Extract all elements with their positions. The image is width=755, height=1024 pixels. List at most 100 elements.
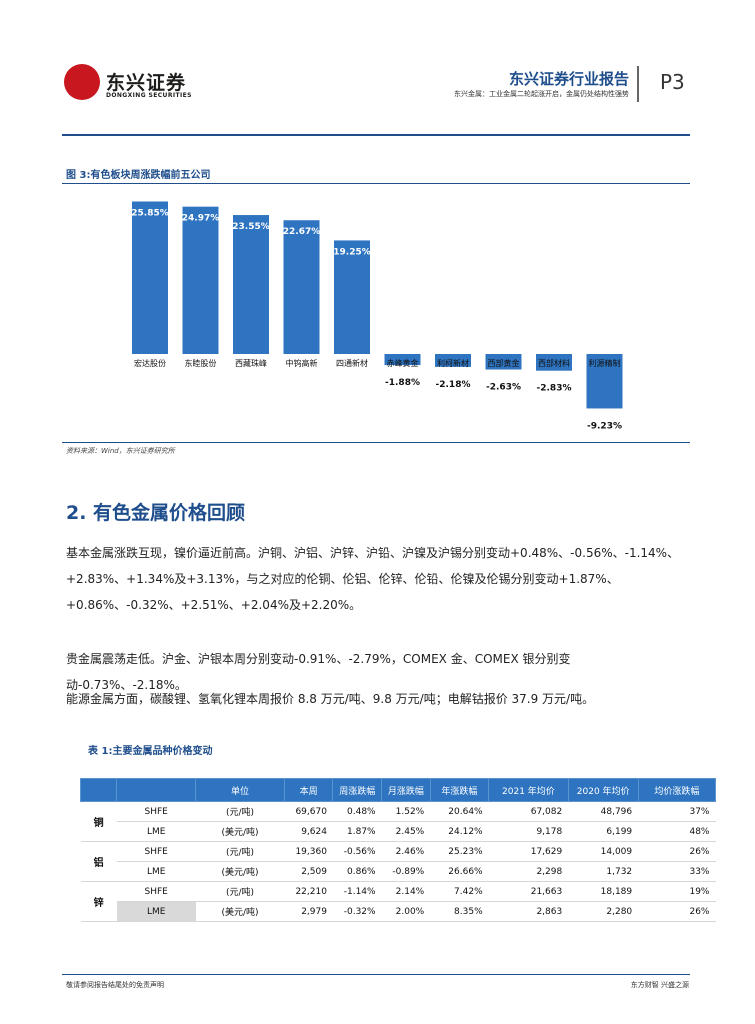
category-label: 赤峰黄金 — [387, 358, 419, 368]
data-label: 23.55% — [232, 222, 270, 232]
report-subtitle: 东兴金属：工业金属二轮起涨开启，金属仍处结构性强势 — [454, 90, 629, 98]
data-label: -2.18% — [436, 380, 471, 390]
data-label: 22.67% — [283, 227, 321, 237]
paragraph-base-metals: 基本金属涨跌互现，镍价逼近前高。沪铜、沪铝、沪锌、沪铅、沪镍及沪锡分别变动+0.… — [66, 546, 680, 612]
table-cell: 17,629 — [488, 841, 569, 862]
table-cell: 19% — [638, 881, 716, 902]
data-label: 25.85% — [131, 208, 169, 218]
table-cell: 1.87% — [332, 821, 382, 842]
header-monthly-change: 月涨跌幅 — [381, 778, 431, 802]
table-cell: LME — [116, 861, 196, 882]
header-2021-avg: 2021 年均价 — [488, 778, 569, 802]
table-cell: -0.32% — [332, 901, 382, 922]
bar — [536, 354, 572, 371]
figure-title: 图 3:有色板块周涨跌幅前五公司 — [66, 170, 211, 181]
metal-label: 锌 — [80, 881, 117, 922]
category-label: 东睦股份 — [185, 358, 217, 368]
table-cell: 21,663 — [488, 881, 569, 902]
table-cell: 67,082 — [488, 801, 569, 822]
bar — [334, 240, 370, 354]
table-row: 铜 SHFE (元/吨) 69,670 0.48% 1.52% 20.64% 67,082 48… — [80, 801, 716, 842]
figure-top-rule — [62, 183, 690, 184]
data-label: -9.23% — [587, 421, 622, 431]
table-cell: LME — [116, 821, 196, 842]
header-unit: 单位 — [195, 778, 285, 802]
header-blank — [116, 778, 197, 802]
table-cell: 14,009 — [568, 841, 639, 862]
paragraph-precious-metals: 贵金属震荡走低。沪金、沪银本周分别变动-0.91%、-2.79%，COMEX 金… — [66, 652, 571, 692]
bar — [283, 220, 320, 354]
table-cell: 6,199 — [568, 821, 639, 842]
data-label: 19.25% — [333, 247, 371, 257]
table-cell: 19,360 — [284, 841, 333, 862]
table-cell: 2,509 — [284, 861, 333, 882]
category-label: 西部黄金 — [488, 358, 520, 368]
table-cell: 0.86% — [332, 861, 382, 882]
table-cell: SHFE — [116, 881, 196, 902]
table-cell: 18,189 — [568, 881, 639, 902]
bar-chart: 25.85% 宏达股份 24.97% 东睦股份 23.55% 西藏珠峰 22.67% 中钨高新… — [131, 201, 623, 431]
table-cell: SHFE — [116, 801, 196, 822]
table-cell: 9,178 — [488, 821, 569, 842]
price-table: 单位 本周 周涨跌幅 月涨跌幅 年涨跌幅 2021 年均价 2020 年均价 均… — [79, 778, 717, 922]
category-label: 西藏珠峰 — [235, 358, 267, 368]
header-avg-change: 均价涨跌幅 — [637, 778, 717, 802]
page-number: P3 — [660, 70, 685, 94]
table-cell: 2,280 — [568, 901, 639, 922]
footer-rule — [62, 974, 690, 975]
table-row: 锌 SHFE (元/吨) 22,210 -1.14% 2.14% 7.42% 21,663 18… — [80, 881, 716, 922]
table-title: 表 1:主要金属品种价格变动 — [88, 746, 213, 757]
table-cell: -0.89% — [381, 861, 431, 882]
header-blank — [79, 778, 118, 802]
data-label: -2.63% — [486, 383, 521, 393]
table-cell: 0.48% — [332, 801, 382, 822]
footer-disclaimer: 敬请参阅报告结尾处的免责声明 — [66, 981, 164, 989]
logo-text: 东兴证券 — [106, 72, 187, 94]
logo-subtext: DONGXING SECURITIES — [106, 92, 192, 99]
table-cell: -0.56% — [332, 841, 382, 862]
table-cell: (元/吨) — [195, 881, 285, 902]
category-label: 中钨高新 — [286, 358, 318, 368]
table-cell: 33% — [638, 861, 716, 882]
table-cell: 2.00% — [381, 901, 431, 922]
logo-icon — [64, 64, 100, 100]
header-divider — [637, 66, 639, 102]
bar — [435, 354, 471, 367]
figure-source: 资料来源：Wind，东兴证券研究所 — [66, 447, 175, 455]
table-cell: (美元/吨) — [195, 821, 285, 842]
table-cell: 1.52% — [381, 801, 431, 822]
data-label: 24.97% — [182, 214, 220, 224]
table-cell: -1.14% — [332, 881, 382, 902]
table-cell: 37% — [638, 801, 716, 822]
bar — [233, 215, 269, 354]
data-label: -2.83% — [537, 384, 572, 394]
table-cell: (美元/吨) — [195, 901, 285, 922]
table-cell: 2,298 — [488, 861, 569, 882]
paragraph-energy-metals: 能源金属方面，碳酸锂、氢氧化锂本周报价 8.8 万元/吨、9.8 万元/吨；电解… — [66, 692, 595, 706]
table-row: LME (美元/吨) 9,624 1.87% 2.45% 24.12% 9,178 6,199… — [81, 821, 716, 842]
bar — [586, 354, 623, 409]
header-2020-avg: 2020 年均价 — [567, 778, 639, 802]
table-cell: 2,863 — [488, 901, 569, 922]
category-label: 西部材料 — [538, 358, 570, 368]
table-cell: 22,210 — [284, 881, 333, 902]
table-cell: 2.45% — [381, 821, 431, 842]
table-cell: 26% — [638, 901, 716, 922]
table-cell: 1,732 — [568, 861, 639, 882]
table-cell: 24.12% — [430, 821, 489, 842]
header-yearly-change: 年涨跌幅 — [429, 778, 490, 802]
table-cell: 48,796 — [568, 801, 639, 822]
metal-label: 铜 — [80, 801, 117, 842]
table-row: 铝 SHFE (元/吨) 19,360 -0.56% 2.46% 25.23% 17,629 1… — [80, 841, 716, 882]
table-row: LME (美元/吨) 2,979 -0.32% 2.00% 8.35% 2,863 2,280… — [81, 901, 716, 922]
table-cell: 2.46% — [381, 841, 431, 862]
header-weekly-change: 周涨跌幅 — [332, 778, 383, 802]
data-label: -1.88% — [385, 378, 420, 388]
table-cell: (美元/吨) — [195, 861, 285, 882]
table-cell: LME — [116, 901, 196, 922]
category-label: 利柯新材 — [437, 358, 469, 368]
table-cell: 48% — [638, 821, 716, 842]
category-label: 四通新材 — [336, 358, 368, 368]
table-cell: SHFE — [116, 841, 196, 862]
table-cell: 2.14% — [381, 881, 431, 902]
